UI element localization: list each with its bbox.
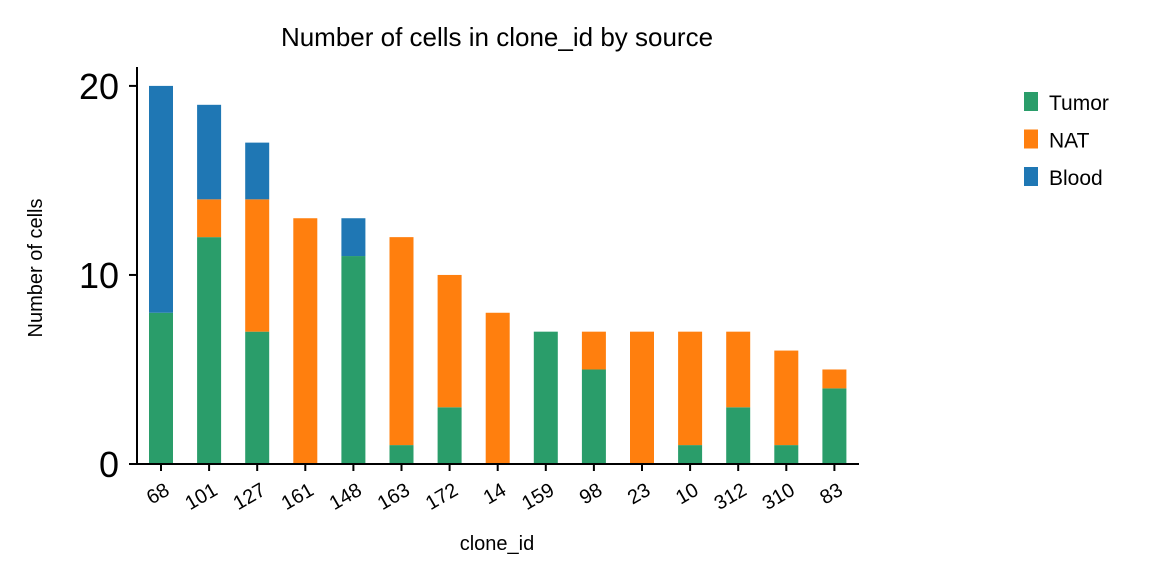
legend-label-blood: Blood <box>1049 167 1103 190</box>
x-axis-label: clone_id <box>460 533 535 555</box>
bar-tumor-148 <box>341 256 366 464</box>
bar-tumor-163 <box>389 445 414 464</box>
y-axis-label: Number of cells <box>25 199 47 338</box>
bar-nat-172 <box>437 274 462 408</box>
y-tick-label-0: 0 <box>99 444 119 485</box>
bar-blood-68 <box>149 85 173 313</box>
legend-swatch-nat <box>1024 129 1038 149</box>
bar-tumor-98 <box>581 369 606 464</box>
y-axis-ticks: 0 10 20 <box>79 66 137 485</box>
bar-tumor-68 <box>149 312 173 464</box>
chart-title: Number of cells in clone_id by source <box>281 22 713 52</box>
x-tick-label-14: 14 <box>480 479 510 509</box>
x-tick-label-101: 101 <box>181 479 221 515</box>
x-tick-label-23: 23 <box>624 479 654 509</box>
legend-label-tumor: Tumor <box>1049 92 1109 115</box>
bar-nat-161 <box>293 218 318 464</box>
bar-nat-14 <box>485 312 510 464</box>
x-tick-label-172: 172 <box>422 479 462 515</box>
x-tick-label-83: 83 <box>816 479 846 509</box>
bar-tumor-10 <box>678 445 703 464</box>
x-tick-label-127: 127 <box>230 479 270 515</box>
bar-tumor-101 <box>197 237 222 464</box>
x-tick-label-98: 98 <box>576 479 606 509</box>
x-tick-label-159: 159 <box>518 479 558 515</box>
bar-tumor-83 <box>822 388 847 464</box>
bar-nat-23 <box>630 331 654 464</box>
legend: Tumor NAT Blood <box>1024 92 1109 190</box>
y-tick-label-20: 20 <box>79 66 119 107</box>
bar-nat-127 <box>245 199 270 332</box>
bar-blood-101 <box>197 104 222 200</box>
legend-label-nat: NAT <box>1049 130 1090 153</box>
legend-swatch-tumor <box>1024 92 1038 111</box>
x-axis-ticks: 68 101 127 161 148 163 172 14 159 98 23 10 312 310 83 <box>143 464 847 515</box>
bars-group <box>149 85 847 464</box>
bar-nat-83 <box>822 369 847 389</box>
bar-nat-310 <box>774 350 799 446</box>
x-tick-label-148: 148 <box>326 479 366 515</box>
bar-tumor-312 <box>726 407 751 464</box>
bar-blood-127 <box>245 142 270 200</box>
bar-tumor-159 <box>533 331 558 464</box>
x-tick-label-312: 312 <box>711 479 751 515</box>
bar-blood-148 <box>341 218 366 257</box>
bar-nat-312 <box>726 331 751 408</box>
x-tick-label-310: 310 <box>759 479 799 515</box>
legend-swatch-blood <box>1024 167 1038 186</box>
x-tick-label-163: 163 <box>374 479 414 515</box>
x-tick-label-161: 161 <box>278 479 318 515</box>
bar-tumor-172 <box>437 407 462 464</box>
x-tick-label-68: 68 <box>143 479 173 509</box>
bar-tumor-127 <box>245 331 270 464</box>
bar-nat-98 <box>581 331 606 370</box>
bar-tumor-310 <box>774 445 799 464</box>
bar-nat-10 <box>678 331 703 446</box>
x-tick-label-10: 10 <box>672 479 702 509</box>
bar-nat-101 <box>197 199 222 238</box>
bar-nat-163 <box>389 237 414 446</box>
y-tick-label-10: 10 <box>79 255 119 296</box>
